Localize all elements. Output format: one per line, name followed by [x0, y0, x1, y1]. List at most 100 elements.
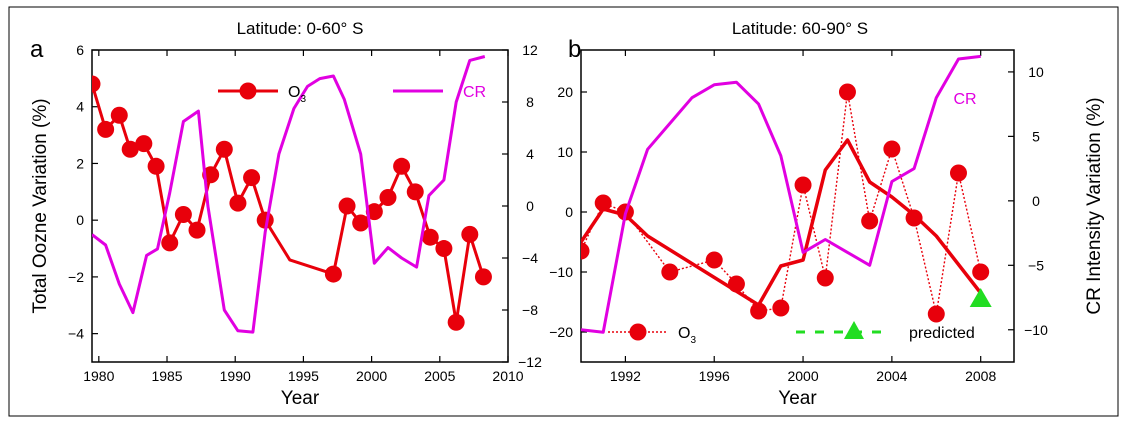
- data-point: [838, 83, 856, 101]
- legend-marker: [629, 323, 647, 341]
- legend-label-main: O: [288, 84, 300, 101]
- panel-title: Latitude: 0-60° S: [237, 19, 364, 38]
- x-tick-label: 2004: [876, 368, 907, 384]
- data-point: [474, 268, 492, 286]
- data-point: [794, 176, 812, 194]
- data-point: [594, 194, 612, 212]
- legend-marker: [844, 321, 864, 339]
- data-point: [229, 194, 247, 212]
- y2-tick-label: 12: [522, 42, 538, 58]
- panel-title: Latitude: 60-90° S: [732, 19, 868, 38]
- y2-tick-label: −5: [1028, 257, 1044, 273]
- plot-area: [581, 54, 990, 334]
- plot-frame: [580, 49, 1015, 363]
- y-tick-label: −4: [68, 326, 84, 342]
- series-predicted-o3-line: [581, 138, 983, 307]
- data-point: [421, 228, 439, 246]
- data-point: [581, 242, 590, 260]
- data-point: [406, 183, 424, 201]
- data-point: [927, 305, 945, 323]
- y-tick-label: 6: [76, 42, 84, 58]
- y2-axis-title: CR Intensity Variation (%): [1084, 97, 1105, 314]
- data-point: [435, 240, 453, 258]
- data-point: [365, 203, 383, 221]
- data-point: [174, 206, 192, 224]
- data-point: [461, 225, 479, 243]
- data-point: [110, 106, 128, 124]
- legend-label-sub: 3: [300, 94, 306, 105]
- series-cr-line: [92, 55, 486, 334]
- data-point: [861, 212, 879, 230]
- data-point: [949, 164, 967, 182]
- y2-tick-label: −8: [522, 302, 538, 318]
- data-point: [816, 269, 834, 287]
- x-tick-label: 2005: [424, 368, 455, 384]
- y2-tick-label: −4: [522, 250, 538, 266]
- data-point: [161, 234, 179, 252]
- legend-marker: [239, 82, 257, 100]
- y-axis-title: Total Oozne Variation (%): [30, 98, 51, 313]
- y-tick-label: 10: [557, 144, 573, 160]
- y2-tick-label: 5: [1032, 128, 1040, 144]
- data-point: [188, 221, 206, 239]
- x-tick-label: 2008: [965, 368, 996, 384]
- y-tick-label: −10: [549, 264, 573, 280]
- panel-letter: a: [30, 36, 44, 63]
- data-point: [661, 263, 679, 281]
- panel-letter: b: [568, 36, 581, 63]
- legend-item: CR: [393, 84, 486, 101]
- y-tick-label: 0: [565, 204, 573, 220]
- data-point: [324, 265, 342, 283]
- y2-tick-label: −10: [1024, 322, 1048, 338]
- y2-tick-label: 4: [526, 146, 534, 162]
- legend-label: O3: [288, 84, 306, 105]
- data-point: [121, 140, 139, 158]
- data-point: [338, 197, 356, 215]
- legend-label: O3: [678, 325, 696, 346]
- data-point: [215, 140, 233, 158]
- data-point: [972, 263, 990, 281]
- y-tick-label: 2: [76, 155, 84, 171]
- data-point: [705, 251, 723, 269]
- y2-tick-label: 0: [526, 198, 534, 214]
- legend-label-sub: 3: [690, 335, 696, 346]
- x-axis-title: Year: [281, 388, 320, 409]
- legend-label-main: O: [678, 325, 690, 342]
- figure-border: [8, 6, 1119, 417]
- x-tick-label: 1980: [83, 368, 114, 384]
- data-point: [447, 313, 465, 331]
- x-tick-label: 2000: [787, 368, 818, 384]
- legend-item: O3: [608, 323, 696, 346]
- x-tick-label: 2000: [356, 368, 387, 384]
- predicted-marker: [969, 288, 992, 307]
- legend-label: predicted: [909, 325, 975, 342]
- legend-item: O3: [218, 82, 306, 105]
- y-tick-label: 0: [76, 212, 84, 228]
- y-tick-label: −2: [68, 269, 84, 285]
- data-point: [352, 214, 370, 232]
- y-tick-label: 4: [76, 99, 84, 115]
- legend-label: CR: [463, 84, 486, 101]
- data-point: [147, 157, 165, 175]
- x-tick-label: 1996: [699, 368, 730, 384]
- x-tick-label: 1992: [610, 368, 641, 384]
- x-axis-title: Year: [778, 388, 817, 409]
- y-tick-label: 20: [557, 84, 573, 100]
- data-point: [97, 120, 115, 138]
- x-tick-label: 1985: [151, 368, 182, 384]
- y2-tick-label: 10: [1028, 64, 1044, 80]
- x-tick-label: 1995: [288, 368, 319, 384]
- data-point: [92, 75, 101, 93]
- data-point: [135, 135, 153, 153]
- y2-tick-label: 8: [526, 94, 534, 110]
- plot-area: [92, 55, 492, 334]
- x-tick-label: 2010: [492, 368, 523, 384]
- y2-tick-label: 0: [1032, 193, 1040, 209]
- x-tick-label: 1990: [220, 368, 251, 384]
- series-cr-line: [581, 54, 981, 334]
- data-point: [883, 140, 901, 158]
- cr-annotation: CR: [953, 91, 976, 108]
